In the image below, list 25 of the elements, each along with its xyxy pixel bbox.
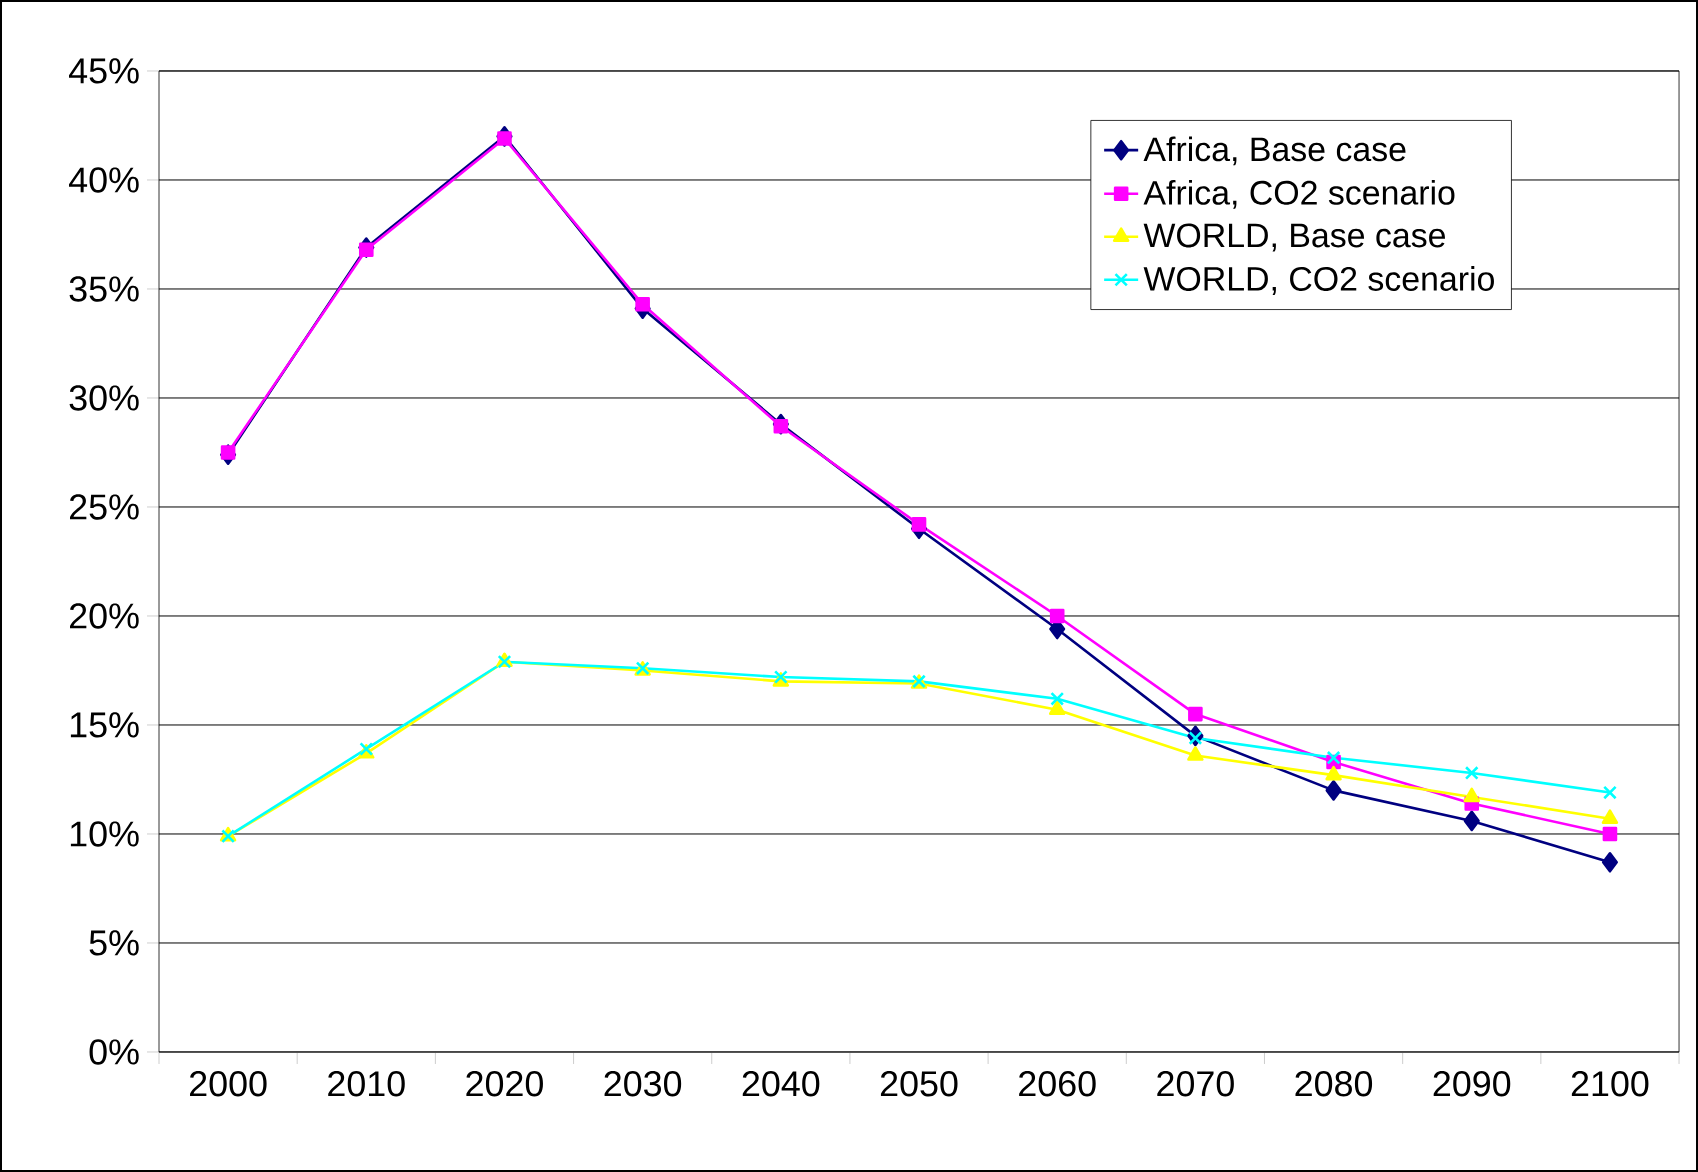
x-tick-label: 2020 [466, 1071, 543, 1097]
legend-label: WORLD, Base case [1143, 223, 1445, 252]
y-tick-label: 20% [70, 603, 139, 629]
x-tick-label: 2080 [1295, 1071, 1373, 1097]
y-tick-label: 0% [89, 1039, 139, 1065]
x-tick-label: 2070 [1157, 1071, 1234, 1097]
x-tick-label: 2060 [1019, 1071, 1096, 1097]
x-tick-label: 2040 [742, 1071, 820, 1097]
x-tick-label: 2000 [190, 1071, 267, 1097]
legend-label: Africa, CO2 scenario [1143, 179, 1455, 209]
x-tick-label: 2010 [328, 1071, 405, 1097]
x-tick-label: 2030 [604, 1071, 682, 1097]
x-tick-label: 2090 [1433, 1071, 1511, 1097]
legend-label: Africa, Base case [1143, 136, 1406, 166]
y-tick-label: 45% [69, 58, 139, 84]
y-tick-label: 15% [70, 712, 139, 738]
legend-label: WORLD, CO2 scenario [1143, 266, 1494, 295]
y-tick-label: 30% [69, 385, 139, 411]
x-tick-label: 2050 [880, 1071, 958, 1097]
y-tick-label: 40% [69, 167, 139, 193]
y-tick-label: 10% [70, 821, 139, 847]
y-tick-label: 5% [89, 930, 139, 956]
x-tick-label: 2100 [1571, 1071, 1649, 1097]
y-tick-label: 35% [69, 276, 139, 302]
y-tick-label: 25% [70, 494, 139, 520]
